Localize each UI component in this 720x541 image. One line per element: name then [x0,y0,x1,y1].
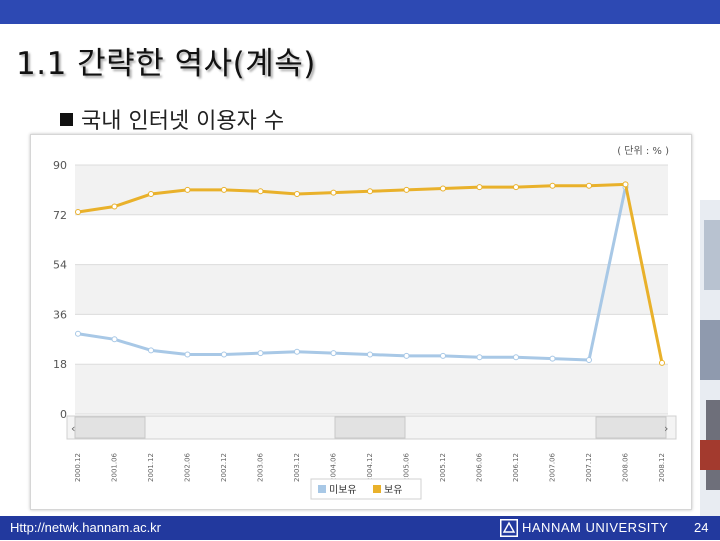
footer-bar: Http://netwk.hannam.ac.kr HANNAM UNIVERS… [0,516,720,540]
legend-swatch [373,485,381,493]
x-tick-label: 2006.06 [476,452,484,481]
data-point [75,330,81,337]
data-point [148,347,154,354]
data-point [403,186,410,193]
y-tick-label: 54 [53,259,67,272]
data-point [221,351,227,358]
data-point [549,355,556,362]
range-handle-left[interactable] [74,416,146,439]
data-point [367,188,373,195]
data-point [622,181,629,188]
data-point [403,352,410,359]
page-number: 24 [694,520,709,535]
data-point [294,348,300,355]
data-point [221,186,227,193]
data-point [476,354,483,361]
x-tick-label: 2000.12 [74,453,82,482]
data-point [367,351,373,358]
footer-url: Http://netwk.hannam.ac.kr [10,520,162,535]
data-point [586,182,592,189]
x-tick-label: 2007.06 [549,452,557,481]
data-point [476,184,483,191]
legend-label: 미보유 [329,484,357,496]
data-point [513,354,519,361]
data-point [330,350,337,357]
footer-university: HANNAM UNIVERSITY [522,520,669,535]
x-tick-label: 2008.12 [658,453,666,482]
data-point [111,203,118,210]
x-tick-label: 2002.06 [184,452,192,481]
data-point [440,185,446,192]
data-point [549,182,556,189]
line-chart: 0 18 36 54 72 90 ( 단위 : % ) ‹ › 2000.12 2001.06 200… [53,144,677,500]
x-tick-label: 2001.06 [111,452,119,481]
x-tick-label: 2005.06 [403,452,411,481]
x-tick-label: 2003.12 [293,453,301,482]
y-tick-label: 18 [53,358,67,371]
chart-container: 0 18 36 54 72 90 ( 단위 : % ) ‹ › 2000.12 2001.06 200… [30,134,692,510]
x-tick-label: 2007.12 [585,453,593,482]
x-tick-label: 2004.06 [330,452,338,481]
data-point [148,191,154,198]
plot-band [75,364,668,414]
x-tick-label: 2002.12 [220,453,228,482]
y-tick-label: 72 [53,209,67,222]
data-point [184,186,191,193]
slide-title: 1.1 간략한 역사(계속) [16,46,316,82]
x-tick-label: 2008.06 [622,452,630,481]
header-bar [0,0,720,24]
legend-label: 보유 [384,484,402,496]
y-tick-label: 90 [53,159,67,172]
range-handle-middle[interactable] [334,416,406,439]
data-point [257,350,264,357]
data-point [75,209,81,216]
data-point [294,191,300,198]
data-point [586,357,592,364]
university-logo-icon [500,519,518,537]
unit-label: ( 단위 : % ) [617,144,669,157]
scroll-right-arrow-icon[interactable]: › [664,422,668,435]
x-tick-label: 2006.12 [512,453,520,482]
bullet-row: 국내 인터넷 이용자 수 [60,104,284,134]
scroll-left-arrow-icon[interactable]: ‹ [71,422,75,435]
x-tick-label: 2003.06 [257,452,265,481]
y-tick-label: 36 [53,308,67,321]
data-point [111,336,118,343]
range-handle-right[interactable] [595,416,667,439]
x-tick-label: 2001.12 [147,453,155,482]
y-tick-label: 0 [60,408,67,421]
legend-box [310,478,422,500]
series-line-non-owner [77,186,627,362]
data-point [659,359,665,366]
decorative-building-image [700,200,720,520]
data-point [330,189,337,196]
bullet-square-icon [60,112,73,126]
bullet-text: 국내 인터넷 이용자 수 [81,109,285,134]
legend-swatch [318,485,326,493]
x-tick-label: 2004.12 [366,453,374,482]
data-point [184,351,191,358]
data-point [257,188,264,195]
plot-band [75,264,668,315]
data-point [513,184,519,191]
x-tick-label: 2005.12 [439,453,447,482]
data-point [440,352,446,359]
